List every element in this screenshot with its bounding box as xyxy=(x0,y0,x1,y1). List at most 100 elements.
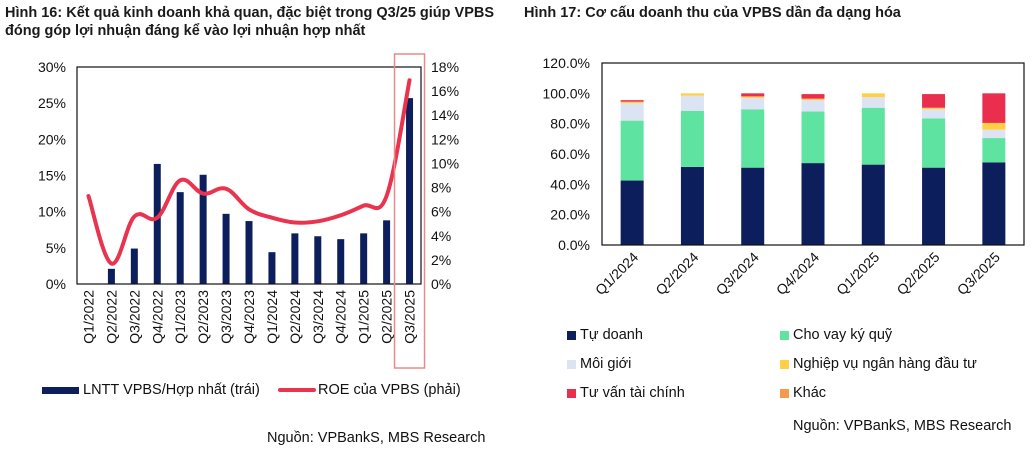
legend-item-margin-lending: Cho vay ký quỹ xyxy=(780,327,892,343)
x-axis-labels: Q1/2024 Q2/2024 Q3/2024 Q4/2024 Q1/2025 Q2/20… xyxy=(592,249,1003,298)
x-tick-label: Q2/2025 xyxy=(893,249,942,298)
legend-item-financial-advisory: Tư vấn tài chính xyxy=(567,385,685,401)
figure-17-number: Hình 17: xyxy=(524,5,582,21)
stacked-bar xyxy=(801,94,825,245)
roe-line xyxy=(86,78,412,266)
stacked-bar xyxy=(922,94,946,245)
legend-swatch xyxy=(780,330,789,340)
bar-segment xyxy=(982,138,1006,163)
legend-label-roe: ROE của VPBS (phải) xyxy=(318,382,461,398)
legend-swatch xyxy=(780,388,789,398)
left-tick-label: 10% xyxy=(38,204,66,220)
bar-segment xyxy=(982,129,1006,139)
y-tick-label: 100.0% xyxy=(543,85,590,101)
bar-segment xyxy=(741,93,765,97)
x-tick-label: Q1/2023 xyxy=(172,290,188,344)
x-tick-label: Q2/2023 xyxy=(195,290,211,344)
legend-label: Cho vay ký quỹ xyxy=(793,327,893,343)
right-tick-label: 12% xyxy=(431,131,459,147)
stacked-bar xyxy=(620,100,644,245)
x-tick-label: Q4/2024 xyxy=(773,249,822,298)
plot-frame xyxy=(76,66,422,285)
bar-segment xyxy=(620,120,644,181)
stacked-bar xyxy=(680,93,704,245)
profit-bar xyxy=(130,248,138,284)
legend-item-roe: ROE của VPBS (phải) xyxy=(278,382,461,398)
bar-segment xyxy=(982,162,1006,245)
legend-item-profit: LNTT VPBS/Hợp nhất (trái) xyxy=(42,382,260,398)
y-tick-label: 0.0% xyxy=(558,237,590,253)
profit-bar xyxy=(360,233,368,284)
bar-segment xyxy=(680,95,704,111)
bar-segment xyxy=(620,103,644,121)
stacked-bars xyxy=(620,93,1006,245)
x-tick-label: Q4/2023 xyxy=(241,290,257,344)
stacked-bar xyxy=(982,93,1006,245)
right-tick-label: 18% xyxy=(431,59,459,75)
legend-item-investment-banking: Nghiệp vụ ngân hàng đầu tư xyxy=(780,356,977,372)
bar-segment xyxy=(741,109,765,168)
x-tick-label: Q2/2024 xyxy=(652,249,701,298)
bar-segment xyxy=(741,167,765,245)
profit-bar xyxy=(314,236,322,284)
profit-roe-chart: 0% 5% 10% 15% 20% 25% 30% 0% 2% 4% 6% 8% 10% 12% 14% 1… xyxy=(38,53,459,369)
figure-17-source: Nguồn: VPBankS, MBS Research xyxy=(793,418,1012,434)
highlight-box xyxy=(393,53,426,369)
bar-segment xyxy=(982,122,1006,130)
legend-label-profit: LNTT VPBS/Hợp nhất (trái) xyxy=(83,382,260,398)
bar-segment xyxy=(922,109,946,119)
right-tick-label: 14% xyxy=(431,107,459,123)
y-axis-ticks: 0.0% 20.0% 40.0% 60.0% 80.0% 100.0% 120.0% xyxy=(543,55,590,253)
bar-segment xyxy=(620,180,644,245)
bar-segment xyxy=(861,164,885,245)
x-tick-label: Q4/2022 xyxy=(149,290,165,344)
y-tick-label: 20.0% xyxy=(550,207,590,223)
profit-bar xyxy=(291,233,299,284)
legend-label: Tự doanh xyxy=(580,327,643,343)
profit-bar xyxy=(199,174,207,284)
bar-segment xyxy=(922,107,946,110)
x-tick-label: Q3/2024 xyxy=(713,249,762,298)
left-tick-label: 30% xyxy=(38,59,66,75)
bar-segment xyxy=(922,167,946,245)
legend-item-other: Khác xyxy=(780,385,826,401)
bar-segment xyxy=(801,94,825,99)
legend-label: Nghiệp vụ ngân hàng đầu tư xyxy=(793,356,977,372)
right-tick-label: 2% xyxy=(431,252,451,268)
x-tick-label: Q3/2025 xyxy=(954,249,1003,298)
legend-swatch xyxy=(567,359,576,369)
x-tick-label: Q1/2022 xyxy=(80,290,96,344)
bar-segment xyxy=(680,166,704,245)
revenue-structure-chart: 0.0% 20.0% 40.0% 60.0% 80.0% 100.0% 120.0% Q1/… xyxy=(543,55,1025,298)
x-axis-labels: Q1/2022 Q2/2022 Q3/2022 Q4/2022 Q1/2023 Q2/20… xyxy=(80,290,417,344)
right-tick-label: 6% xyxy=(431,204,451,220)
x-tick-label: Q1/2024 xyxy=(264,290,280,344)
bar-segment xyxy=(982,93,1006,123)
bar-segment xyxy=(680,110,704,167)
legend-swatch xyxy=(567,388,576,398)
x-tick-label: Q1/2025 xyxy=(833,249,882,298)
figure-16-title: Hình 16: Kết quả kinh doanh khả quan, đặ… xyxy=(5,4,515,40)
profit-bar xyxy=(383,220,391,284)
x-tick-label: Q2/2025 xyxy=(379,290,395,344)
legend-label: Môi giới xyxy=(580,356,632,372)
profit-bar xyxy=(107,268,115,284)
legend-item-proprietary-trading: Tự doanh xyxy=(567,327,643,343)
x-tick-label: Q2/2022 xyxy=(103,290,119,344)
legend-swatch xyxy=(567,330,576,340)
plot-border xyxy=(76,66,422,285)
profit-bar xyxy=(176,192,184,284)
bar-segment xyxy=(861,97,885,108)
legend-swatch-profit xyxy=(42,386,79,394)
bar-segment xyxy=(922,118,946,168)
x-tick-label: Q3/2024 xyxy=(310,290,326,344)
x-tick-label: Q2/2024 xyxy=(287,290,303,344)
bar-segment xyxy=(861,107,885,165)
left-tick-label: 0% xyxy=(46,276,66,292)
x-tick-label: Q1/2025 xyxy=(356,290,372,344)
stacked-bar xyxy=(741,93,765,245)
profit-bar xyxy=(337,239,345,284)
y-tick-label: 80.0% xyxy=(550,116,590,132)
left-axis-ticks: 0% 5% 10% 15% 20% 25% 30% xyxy=(38,59,66,292)
bar-segment xyxy=(620,100,644,102)
